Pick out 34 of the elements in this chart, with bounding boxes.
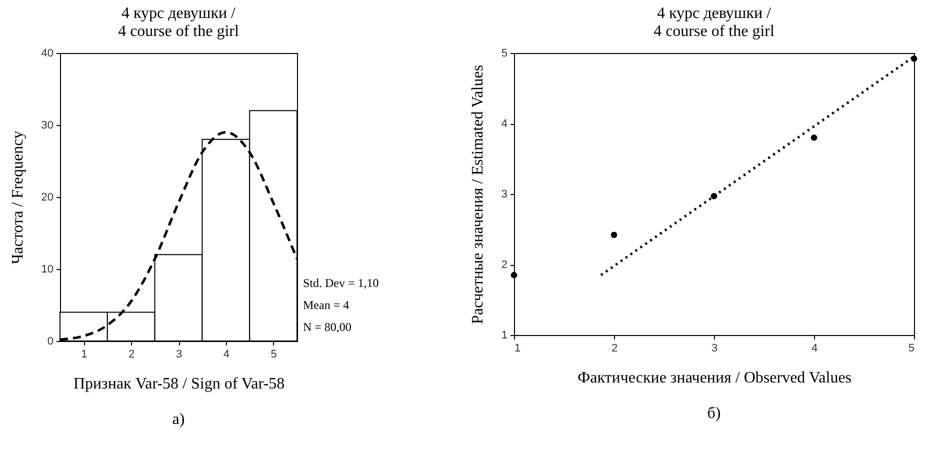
y-tick-label: 20 — [41, 192, 54, 204]
x-tick-label: 4 — [223, 348, 230, 360]
point — [610, 232, 618, 238]
x-tick-label: 1 — [81, 348, 88, 360]
y-tick-label: 30 — [41, 120, 54, 132]
x-axis-title: Признак Var-58 / Sign of Var-58 — [73, 376, 285, 392]
text: Std. Dev = 1,10 — [303, 276, 379, 290]
y-tick-label: 4 — [501, 118, 508, 130]
x-tick-label: 1 — [514, 342, 521, 354]
y-tick-label: 3 — [501, 188, 508, 200]
y-tick-label: 40 — [41, 48, 54, 60]
x-tick-label: 2 — [611, 342, 618, 354]
y-axis-title: Частота / Frequency — [9, 130, 26, 264]
text: N = 80,00 — [303, 320, 352, 334]
y-tick-label: 1 — [501, 330, 508, 342]
text: Mean = 4 — [303, 298, 350, 312]
y-tick-label: 5 — [501, 48, 508, 60]
chart-title: 4 курс девушки / 4 course of the girl — [118, 5, 240, 40]
chart-title: 4 курс девушки / 4 course of the girl — [654, 5, 775, 40]
x-tick-label: 5 — [908, 342, 914, 354]
text: а) — [172, 411, 185, 428]
point — [810, 134, 818, 141]
y-axis-title: Расчетные значения / Estimated Values — [469, 64, 486, 324]
point — [510, 272, 518, 278]
x-tick-label: 3 — [711, 342, 718, 354]
y-tick-label: 10 — [41, 264, 54, 276]
text: б) — [707, 405, 721, 422]
x-tick-label: 4 — [811, 342, 818, 354]
x-tick-label: 2 — [128, 348, 135, 360]
x-axis-title: Фактические значения / Observed Values — [577, 370, 852, 386]
y-tick-label: 0 — [47, 336, 54, 348]
y-tick-label: 2 — [501, 259, 508, 271]
x-tick-label: 5 — [270, 348, 277, 360]
x-tick-label: 3 — [176, 348, 182, 360]
